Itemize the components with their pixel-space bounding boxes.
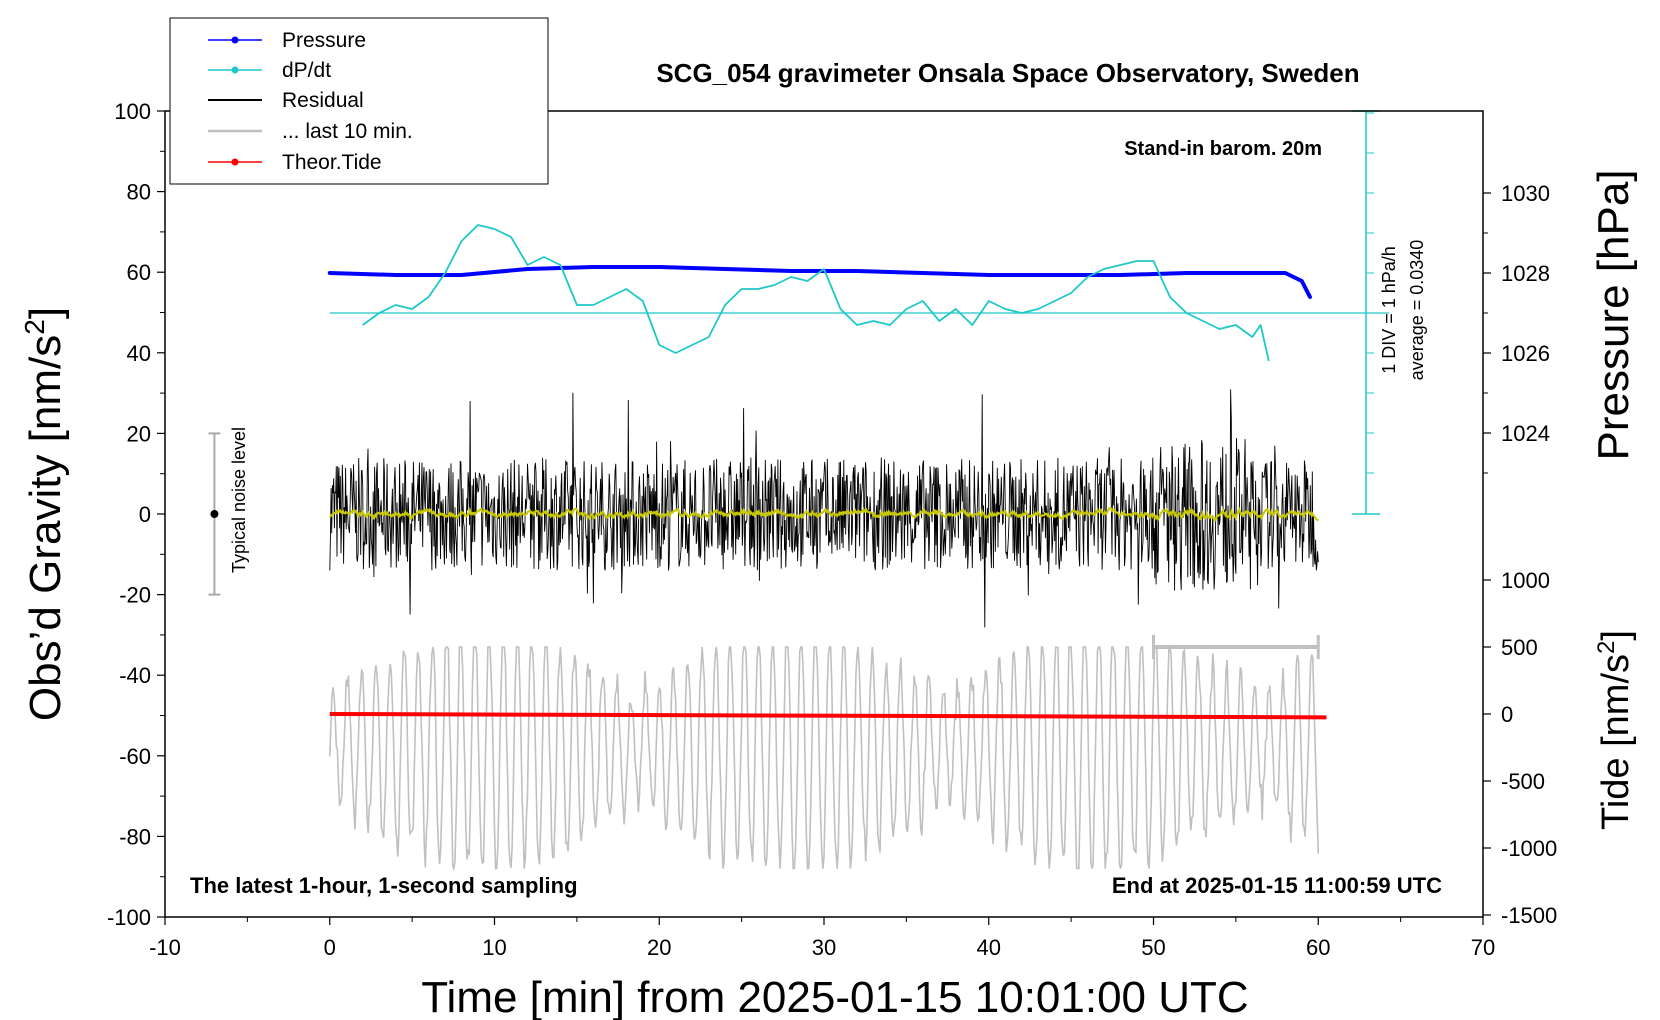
legend-marker-tide	[231, 158, 239, 166]
legend-label-pressure: Pressure	[282, 29, 366, 52]
pressure-tick-label: 1030	[1501, 181, 1550, 206]
tide-line	[329, 712, 1327, 720]
noise-level-label: Typical noise level	[229, 427, 249, 573]
x-tick-label: 50	[1141, 935, 1165, 960]
dpdt-line	[362, 224, 1270, 362]
tide-tick-label: 500	[1501, 635, 1538, 660]
axis-ticks: -10 0 10 20 30 40 50 60 70100806040200-20-40-60-…	[107, 99, 1557, 960]
pressure-tick-label: 1028	[1501, 261, 1550, 286]
pressure-series	[327, 265, 1312, 299]
pressure-line	[327, 265, 1312, 299]
tide-tick-label: -1500	[1501, 903, 1557, 928]
x-tick-label: 60	[1306, 935, 1330, 960]
dpdt-series	[329, 110, 1390, 515]
sampling-note: The latest 1-hour, 1-second sampling	[190, 873, 578, 898]
gravity-tick-label: -100	[107, 905, 151, 930]
y-axis-label-gravity: Obs’d Gravity [nm/s2]	[19, 307, 70, 721]
last10-line	[329, 643, 1320, 872]
x-tick-label: 10	[482, 935, 506, 960]
pressure-tick-label: 1026	[1501, 341, 1550, 366]
legend-marker-pressure	[231, 36, 239, 44]
chart-title: SCG_054 gravimeter Onsala Space Observat…	[656, 58, 1359, 88]
gravity-tick-label: 40	[127, 341, 151, 366]
barometer-note: Stand-in barom. 20m	[1124, 138, 1322, 160]
tide-tick-label: -500	[1501, 769, 1545, 794]
gravity-tick-label: 20	[127, 421, 151, 446]
legend-item-last10: ... last 10 min.	[208, 120, 413, 143]
legend-label-dpdt: dP/dt	[282, 59, 331, 82]
x-tick-label: 20	[647, 935, 671, 960]
gravity-tick-label: 100	[114, 99, 151, 124]
legend-item-residual: Residual	[208, 89, 364, 112]
legend-item-dpdt: dP/dt	[208, 59, 331, 82]
x-tick-label: 30	[812, 935, 836, 960]
noise-level-dot	[210, 510, 219, 518]
gravity-tick-label: 0	[139, 502, 151, 527]
x-tick-label: 40	[977, 935, 1001, 960]
x-tick-label: -10	[149, 935, 181, 960]
legend-marker-dpdt	[231, 66, 239, 74]
x-tick-label: 70	[1471, 935, 1495, 960]
gravity-tick-label: 80	[127, 180, 151, 205]
legend-label-residual: Residual	[282, 89, 364, 112]
legend-item-tide: Theor.Tide	[208, 151, 382, 174]
end-time-note: End at 2025-01-15 11:00:59 UTC	[1112, 873, 1442, 898]
legend-item-pressure: Pressure	[208, 29, 366, 52]
legend: Pressure dP/dt Residual ... last 10 min.…	[169, 17, 549, 185]
div-note: 1 DIV = 1 hPa/h	[1379, 246, 1399, 374]
y-axis-label-pressure: Pressure [hPa]	[1589, 169, 1638, 460]
y-axis-label-tide: Tide [nm/s2]	[1593, 630, 1637, 830]
residual-series	[329, 389, 1319, 628]
residual-smooth-line	[329, 506, 1319, 522]
tide-tick-label: 1000	[1501, 568, 1550, 593]
gravity-tick-label: -20	[119, 583, 151, 608]
residual-smoothed-series	[329, 506, 1319, 522]
tide-tick-label: -1000	[1501, 836, 1557, 861]
pressure-tick-label: 1024	[1501, 421, 1550, 446]
x-axis-label: Time [min] from 2025-01-15 10:01:00 UTC	[421, 973, 1248, 1020]
legend-label-last10: ... last 10 min.	[282, 120, 413, 143]
legend-label-tide: Theor.Tide	[282, 151, 382, 174]
tide-tick-label: 0	[1501, 702, 1513, 727]
theoretical-tide-series	[329, 712, 1327, 720]
gravity-tick-label: 60	[127, 260, 151, 285]
residual-line	[329, 389, 1319, 628]
x-tick-label: 0	[324, 935, 336, 960]
last-10-min-series	[208, 432, 1320, 872]
gravity-tick-label: -60	[119, 744, 151, 769]
gravity-tick-label: -40	[119, 663, 151, 688]
gravity-tick-label: -80	[119, 824, 151, 849]
average-note: average = 0.0340	[1407, 240, 1427, 381]
